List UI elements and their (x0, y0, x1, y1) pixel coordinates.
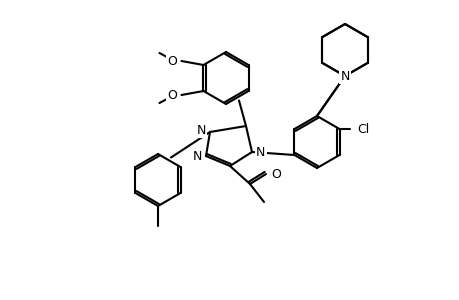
Text: O: O (167, 55, 177, 68)
Text: N: N (256, 146, 265, 158)
Text: O: O (167, 88, 177, 101)
Text: N: N (196, 124, 206, 136)
Text: N: N (340, 70, 349, 83)
Text: O: O (270, 167, 280, 181)
Text: N: N (192, 149, 202, 163)
Text: Cl: Cl (357, 122, 369, 136)
Text: N: N (340, 70, 349, 83)
